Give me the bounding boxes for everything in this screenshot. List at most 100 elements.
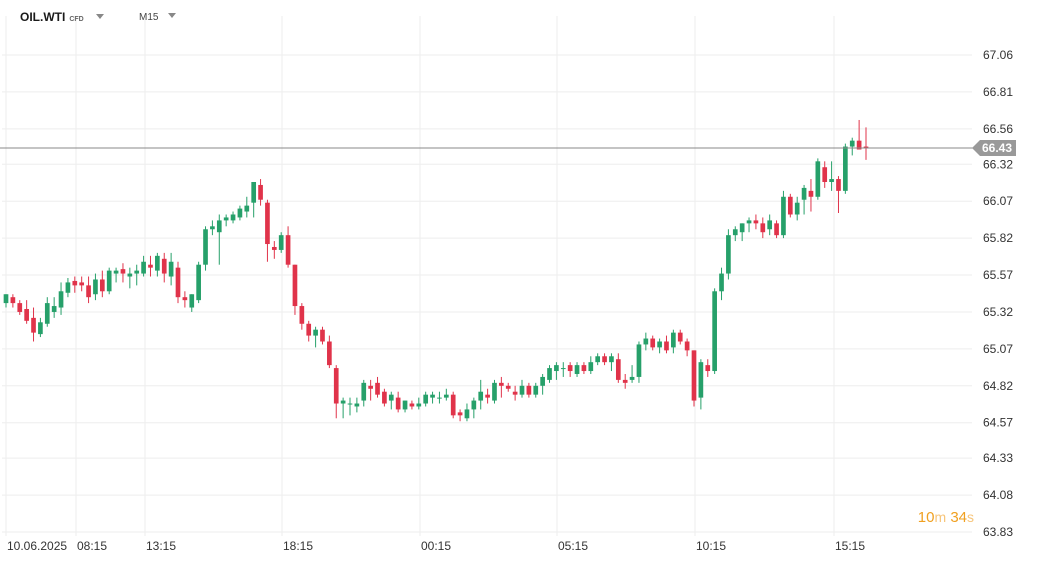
candle-body [787,196,793,215]
candle-body [292,264,298,307]
candle-body [836,179,841,191]
overlay-layer: 66.43 [0,140,1016,157]
candle-body [134,270,140,274]
countdown-minutes-unit: m [934,509,947,525]
candle-body [271,246,277,250]
candle-body [361,382,367,401]
candle-body [313,329,318,336]
candle-body [182,297,188,301]
candle-body [161,258,167,274]
x-tick-label: 18:15 [283,539,313,553]
candle-body [120,269,126,274]
candle-body [732,229,738,236]
y-tick-label: 63.83 [983,525,1013,539]
candle-body [781,196,786,236]
current-price-tag [972,140,1016,157]
candle-body [602,356,607,363]
candle-body [402,400,408,410]
grid-layer [2,16,972,536]
candle-body [17,303,23,312]
candle-body [368,385,373,389]
candle-body [753,220,759,224]
candle-body [327,341,332,366]
candle-body [726,235,731,274]
candle-body [629,376,635,380]
candle-body [746,220,752,224]
candle-body [72,280,78,286]
y-tick-label: 65.32 [983,305,1013,319]
y-tick-label: 66.32 [983,157,1013,171]
candle-body [196,264,201,301]
candle-body [306,323,312,336]
x-tick-label: 08:15 [77,539,107,553]
candle-body [86,285,91,298]
symbol-name: OIL.WTI [20,10,66,24]
y-tick-label: 66.56 [983,122,1013,136]
candle-body [175,267,181,298]
current-price-label: 66.43 [982,141,1012,155]
chevron-down-icon[interactable] [95,14,104,19]
y-tick-label: 65.07 [983,342,1013,356]
candle-body [822,167,828,183]
candle-body [127,273,133,277]
candle-body [609,356,614,363]
y-tick-label: 64.82 [983,379,1013,393]
y-tick-label: 66.07 [983,194,1013,208]
candle-body [375,382,380,395]
candle-body [712,291,717,372]
candle-body [416,403,422,407]
candles-layer [3,119,869,422]
candle-body [347,403,353,405]
candle-body [464,409,470,419]
candle-body [856,140,862,150]
candle-body [223,217,229,221]
candle-body [443,394,449,398]
candle-body [767,220,773,230]
candle-body [450,394,456,416]
candle-body [471,400,477,410]
candle-body [664,341,669,351]
candle-body [622,379,628,383]
candle-body [643,338,649,345]
candle-body [829,179,834,183]
candle-body [258,184,263,200]
candle-body [801,187,807,200]
candle-body [251,182,257,203]
candle-body [815,161,821,197]
candle-body [278,235,284,250]
candle-body [24,309,29,321]
candle-body [141,261,146,274]
candle-body [739,223,745,233]
x-tick-label: 00:15 [421,539,451,553]
chevron-down-icon[interactable] [168,13,177,18]
candle-body [485,394,490,398]
candle-body [636,344,642,377]
candle-body [244,205,250,212]
candle-body [423,394,429,404]
candle-body [265,202,270,245]
timeframe-selector[interactable]: M15 [139,12,177,23]
x-tick-label: 10:15 [696,539,726,553]
symbol-selector[interactable]: OIL.WTI CFD [20,10,104,24]
candle-body [44,303,50,324]
candle-body [719,273,724,292]
candle-body [794,202,800,215]
candle-body [519,385,525,395]
x-tick-label: 15:15 [835,539,865,553]
candle-body [843,146,848,191]
candle-body [705,365,711,372]
candle-body [189,294,195,308]
candle-body [58,291,64,308]
candle-body [113,270,119,274]
countdown-seconds-unit: s [967,509,974,525]
candle-body [430,394,435,398]
candle-body [478,391,484,401]
candle-body [79,282,85,286]
candle-body [554,365,559,372]
candle-body [808,190,814,197]
candle-body [382,391,387,404]
candle-body [106,270,112,292]
candle-body [499,382,504,386]
